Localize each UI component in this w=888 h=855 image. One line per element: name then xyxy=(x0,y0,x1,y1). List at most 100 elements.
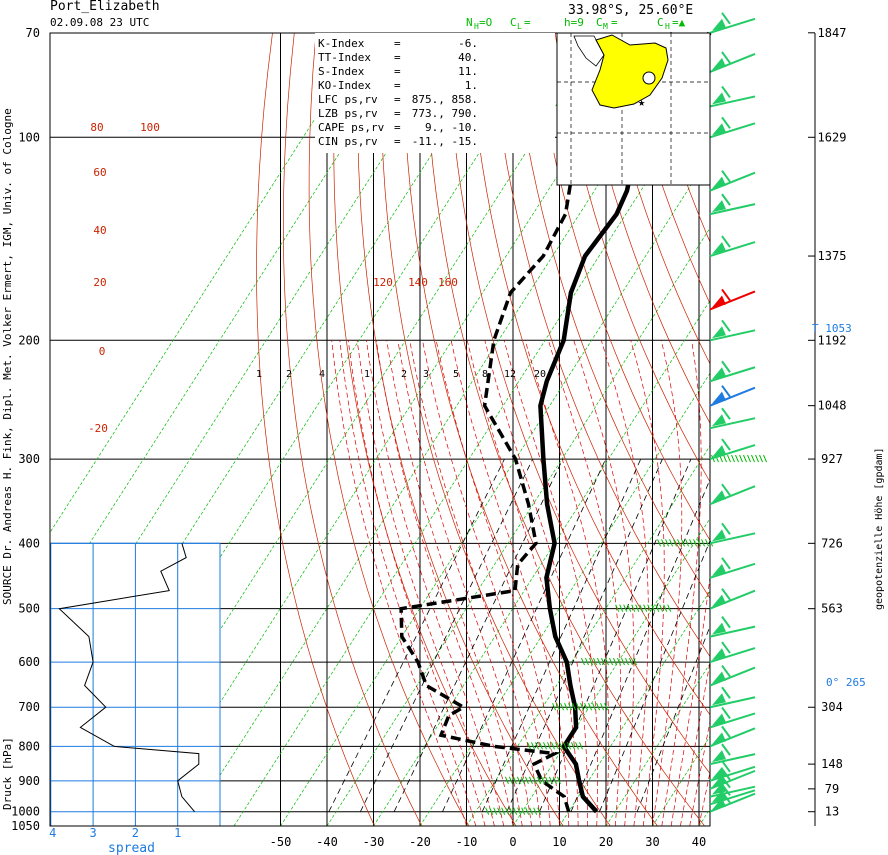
index-name: K-Index xyxy=(318,37,365,50)
level-hatch xyxy=(543,742,547,750)
height-tick-label: 13 xyxy=(825,805,839,819)
temperature-tick-label: 30 xyxy=(645,835,659,849)
isotherm-line xyxy=(280,154,710,826)
wind-barb-feather xyxy=(721,319,731,332)
level-hatch xyxy=(747,454,751,463)
theta-label: 100 xyxy=(140,121,160,134)
index-value: 11. xyxy=(458,65,478,78)
tropopause-label: T 1053 xyxy=(812,322,852,335)
moist-adiabat xyxy=(670,574,710,826)
height-tick-label: 726 xyxy=(821,536,843,550)
freezing-level-label: 0° 265 xyxy=(826,676,866,689)
moist-adiabat xyxy=(366,340,505,826)
index-equals: = xyxy=(394,135,401,148)
wind-barb xyxy=(709,765,756,782)
cloud-info-text: H xyxy=(474,22,479,31)
isotherm-line xyxy=(605,662,710,826)
moist-adiabat xyxy=(466,340,579,826)
wind-barb xyxy=(709,95,756,108)
level-hatch xyxy=(516,776,521,785)
wind-barb-flag xyxy=(712,391,726,404)
level-hatch xyxy=(571,742,575,750)
isotherm-line xyxy=(512,517,710,826)
level-hatch xyxy=(504,776,509,785)
level-hatch xyxy=(547,742,551,750)
wind-barb-flag xyxy=(712,445,726,458)
moist-adiabat xyxy=(375,340,514,826)
wind-barb xyxy=(709,203,756,216)
dry-adiabat xyxy=(333,33,517,826)
wind-barb xyxy=(709,792,756,813)
wind-barb-flag xyxy=(712,782,726,795)
wind-barb-feather xyxy=(721,641,731,654)
dry-adiabat xyxy=(576,33,710,424)
spread-tick-label: 1 xyxy=(174,826,181,840)
level-hatch xyxy=(580,703,585,711)
level-hatch xyxy=(535,742,539,750)
height-tick-label: 1847 xyxy=(818,26,847,40)
wind-barb-feather xyxy=(721,407,731,420)
level-hatch xyxy=(727,454,731,463)
isotherm-line xyxy=(419,372,710,826)
pressure-tick-label: 400 xyxy=(18,536,40,550)
index-value: -6. xyxy=(458,37,478,50)
datetime-label: 02.09.08 23 UTC xyxy=(50,16,149,29)
right-axis-label: geopotenzielle Höhe [gpdam] xyxy=(874,447,885,610)
wind-barb-flag xyxy=(712,713,726,726)
level-hatch xyxy=(623,604,628,612)
wind-barb-flag xyxy=(712,594,726,607)
wind-barb-feather xyxy=(721,686,731,699)
level-hatch xyxy=(537,807,542,815)
wind-barb-flag xyxy=(712,57,726,70)
level-hatch xyxy=(589,657,593,666)
isotherm-line xyxy=(50,33,417,606)
temperature-tick-label: -30 xyxy=(363,835,385,849)
wind-barb xyxy=(709,769,756,790)
wind-barb-flag xyxy=(712,176,726,189)
level-hatch xyxy=(665,539,670,547)
height-tick-label: 304 xyxy=(821,700,843,714)
wind-barb xyxy=(709,532,756,545)
index-name: LFC ps,rv xyxy=(318,93,378,106)
mixing-ratio-label: 4 xyxy=(319,369,325,380)
wind-barb-feather xyxy=(721,116,731,129)
wind-barb-feather xyxy=(721,288,731,302)
level-hatch xyxy=(619,604,624,612)
level-hatch xyxy=(701,539,706,547)
level-hatch xyxy=(552,776,557,785)
dewpoint-profile xyxy=(399,31,674,813)
level-hatch xyxy=(556,703,561,711)
spread-tick-label: 2 xyxy=(132,826,139,840)
level-hatch xyxy=(584,703,589,711)
wind-barb-flag xyxy=(712,766,726,779)
wind-barb xyxy=(709,122,756,139)
theta-label: 60 xyxy=(93,166,106,179)
pressure-tick-label: 800 xyxy=(18,739,40,753)
cloud-info-text: =O xyxy=(479,16,492,29)
wind-barb xyxy=(709,52,756,73)
wind-barb-feather xyxy=(721,725,731,738)
dry-adiabat xyxy=(554,33,710,483)
wind-barb xyxy=(709,171,756,192)
level-hatch xyxy=(517,807,522,815)
level-hatch xyxy=(643,604,648,612)
level-hatch xyxy=(617,657,621,666)
level-hatch xyxy=(693,539,698,547)
wind-barb-flag xyxy=(712,92,726,105)
map-lesotho xyxy=(642,71,656,85)
spread-tick-label: 3 xyxy=(89,826,96,840)
wind-barb-flag xyxy=(712,563,726,576)
temperature-tick-label: -10 xyxy=(456,835,478,849)
level-hatch xyxy=(559,742,563,750)
index-name: CAPE ps,rv xyxy=(318,121,385,134)
level-hatch xyxy=(568,703,573,711)
isotherm-line xyxy=(559,590,710,826)
wind-barb xyxy=(709,625,756,638)
level-hatch xyxy=(605,657,609,666)
theta-label: 0 xyxy=(99,345,106,358)
isotherm-line xyxy=(326,227,710,826)
level-hatch xyxy=(621,657,625,666)
moist-adiabat xyxy=(450,340,570,826)
level-hatch xyxy=(560,703,565,711)
